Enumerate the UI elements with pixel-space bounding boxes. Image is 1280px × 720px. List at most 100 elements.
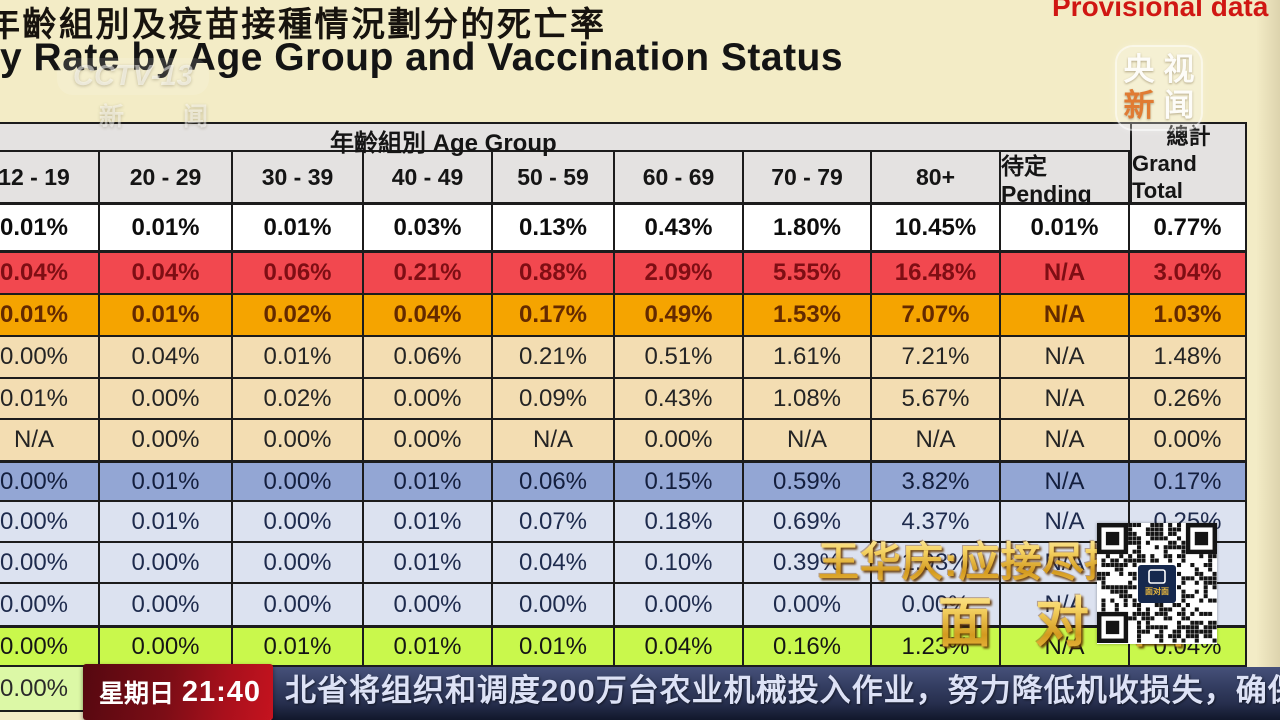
table-cell: 1.48% bbox=[1130, 337, 1247, 379]
table-cell: N/A bbox=[1001, 379, 1130, 420]
cctv-channel-watermark: CCTV-13 新 闻 bbox=[57, 58, 234, 133]
table-cell: 1.23% bbox=[872, 628, 1001, 667]
weekday-label: 星期日 bbox=[99, 680, 175, 708]
table-cell: 0.00% bbox=[233, 420, 364, 463]
table-cell: 7.21% bbox=[872, 337, 1001, 379]
table-cell: 0.17% bbox=[493, 295, 615, 337]
speaker-caption: 王华庆:应接尽接 bbox=[818, 528, 1127, 588]
table-cell: 3.04% bbox=[1130, 253, 1247, 295]
news-ticker-bar: 北省将组织和调度200万台农业机械投入作业，努力降低机收损失，确保小麦 bbox=[271, 667, 1280, 720]
table-cell: 0.00% bbox=[233, 543, 364, 584]
table-cell: 0.06% bbox=[364, 337, 493, 379]
table-cell: 0.04% bbox=[493, 543, 615, 584]
table-cell: 2.09% bbox=[615, 253, 744, 295]
table-cell: 0.00% bbox=[233, 502, 364, 543]
table-cell: 0.03% bbox=[364, 205, 493, 253]
table-cell: 0.00% bbox=[0, 502, 100, 543]
table-cell: 4.37% bbox=[872, 502, 1001, 543]
table-cell: 0.00% bbox=[0, 337, 100, 379]
table-cell: 0.00% bbox=[100, 379, 233, 420]
table-cell: 0.04% bbox=[0, 253, 100, 295]
table-cell: N/A bbox=[1001, 420, 1130, 463]
table-cell: 0.01% bbox=[364, 543, 493, 584]
table-cell: 0.01% bbox=[100, 463, 233, 502]
table-cell: N/A bbox=[1001, 463, 1130, 502]
table-cell: 0.00% bbox=[100, 543, 233, 584]
date-time-box: 星期日 21:40 bbox=[83, 664, 273, 720]
table-cell: 0.01% bbox=[233, 205, 364, 253]
table-cell: 7.07% bbox=[872, 295, 1001, 337]
column-header bbox=[0, 122, 1130, 152]
badge-char: 视 bbox=[1163, 52, 1195, 87]
table-cell: 0.04% bbox=[615, 628, 744, 667]
column-header: 待定 Pending bbox=[1001, 152, 1130, 207]
page-title-english: y Rate by Age Group and Vaccination Stat… bbox=[0, 36, 844, 79]
table-cell: 0.01% bbox=[0, 379, 100, 420]
table-cell: 0.00% bbox=[872, 584, 1001, 628]
table-cell: 0.02% bbox=[233, 379, 364, 420]
provisional-data-label: Provisional data bbox=[1052, 0, 1269, 22]
ticker-text: 北省将组织和调度200万台农业机械投入作业，努力降低机收损失，确保小麦 bbox=[285, 673, 1280, 708]
table-cell: 0.00% bbox=[615, 420, 744, 463]
table-cell: 0.21% bbox=[493, 337, 615, 379]
table-cell: 0.04% bbox=[100, 337, 233, 379]
badge-char: 新 bbox=[1123, 88, 1155, 123]
right-edge-shade bbox=[1256, 0, 1280, 720]
table-cell: 0.01% bbox=[1001, 205, 1130, 253]
column-header: 12 - 19 bbox=[0, 152, 100, 205]
table-cell: 1.61% bbox=[744, 337, 872, 379]
table-cell: N/A bbox=[1001, 502, 1130, 543]
table-cell: 0.00% bbox=[1130, 420, 1247, 463]
table-cell: 0.00% bbox=[0, 543, 100, 584]
table-cell: 0.00% bbox=[100, 584, 233, 628]
table-cell: 1.53% bbox=[744, 295, 872, 337]
table-cell: 10.45% bbox=[872, 205, 1001, 253]
table-cell: 0.43% bbox=[615, 379, 744, 420]
table-cell: 0.01% bbox=[364, 463, 493, 502]
page-title-chinese: 年齡組別及疫苗接種情況劃分的死亡率 bbox=[0, 6, 607, 44]
table-cell: 0.00% bbox=[364, 420, 493, 463]
table-cell: 0.01% bbox=[100, 502, 233, 543]
table-cell: 0.00% bbox=[233, 584, 364, 628]
table-cell: 0.01% bbox=[0, 295, 100, 337]
table-cell: N/A bbox=[493, 420, 615, 463]
column-header: 60 - 69 bbox=[615, 152, 744, 205]
table-cell: 3.82% bbox=[872, 463, 1001, 502]
table-cell: 0.01% bbox=[364, 628, 493, 667]
table-cell: 0.06% bbox=[493, 463, 615, 502]
table-cell: 0.17% bbox=[1130, 463, 1247, 502]
table-cell: 0.01% bbox=[364, 502, 493, 543]
table-cell: 0.26% bbox=[1130, 379, 1247, 420]
table-cell: 0.01% bbox=[493, 628, 615, 667]
table-cell: 0.01% bbox=[100, 205, 233, 253]
table-cell: 16.48% bbox=[872, 253, 1001, 295]
table-cell: 1.80% bbox=[744, 205, 872, 253]
column-header: 50 - 59 bbox=[493, 152, 615, 205]
table-cell: 0.00% bbox=[233, 463, 364, 502]
badge-char: 央 bbox=[1123, 52, 1155, 87]
table-cell: 0.49% bbox=[615, 295, 744, 337]
table-cell: N/A bbox=[744, 420, 872, 463]
column-header: 80+ bbox=[872, 152, 1001, 205]
table-cell: 0.00% bbox=[744, 584, 872, 628]
table-cell: 0.00% bbox=[100, 628, 233, 667]
table-cell: 0.00% bbox=[0, 463, 100, 502]
table-cell: 0.01% bbox=[233, 337, 364, 379]
badge-char: 闻 bbox=[1163, 88, 1195, 123]
table-cell: 0.39% bbox=[744, 543, 872, 584]
table-cell: 0.09% bbox=[493, 379, 615, 420]
table-cell: 1.08% bbox=[744, 379, 872, 420]
table-cell: 0.00% bbox=[364, 379, 493, 420]
time-label: 21:40 bbox=[181, 675, 261, 708]
column-header: 30 - 39 bbox=[233, 152, 364, 205]
table-cell: 0.00% bbox=[493, 584, 615, 628]
table-cell: 1.93% bbox=[872, 543, 1001, 584]
cctv13-logo: CCTV-13 bbox=[57, 58, 209, 95]
table-cell: 0.00% bbox=[364, 584, 493, 628]
table-cell: 0.07% bbox=[493, 502, 615, 543]
grand-total-header: 總計 Grand Total bbox=[1130, 122, 1247, 205]
table-cell: N/A bbox=[1001, 295, 1130, 337]
table-cell: 0.51% bbox=[615, 337, 744, 379]
